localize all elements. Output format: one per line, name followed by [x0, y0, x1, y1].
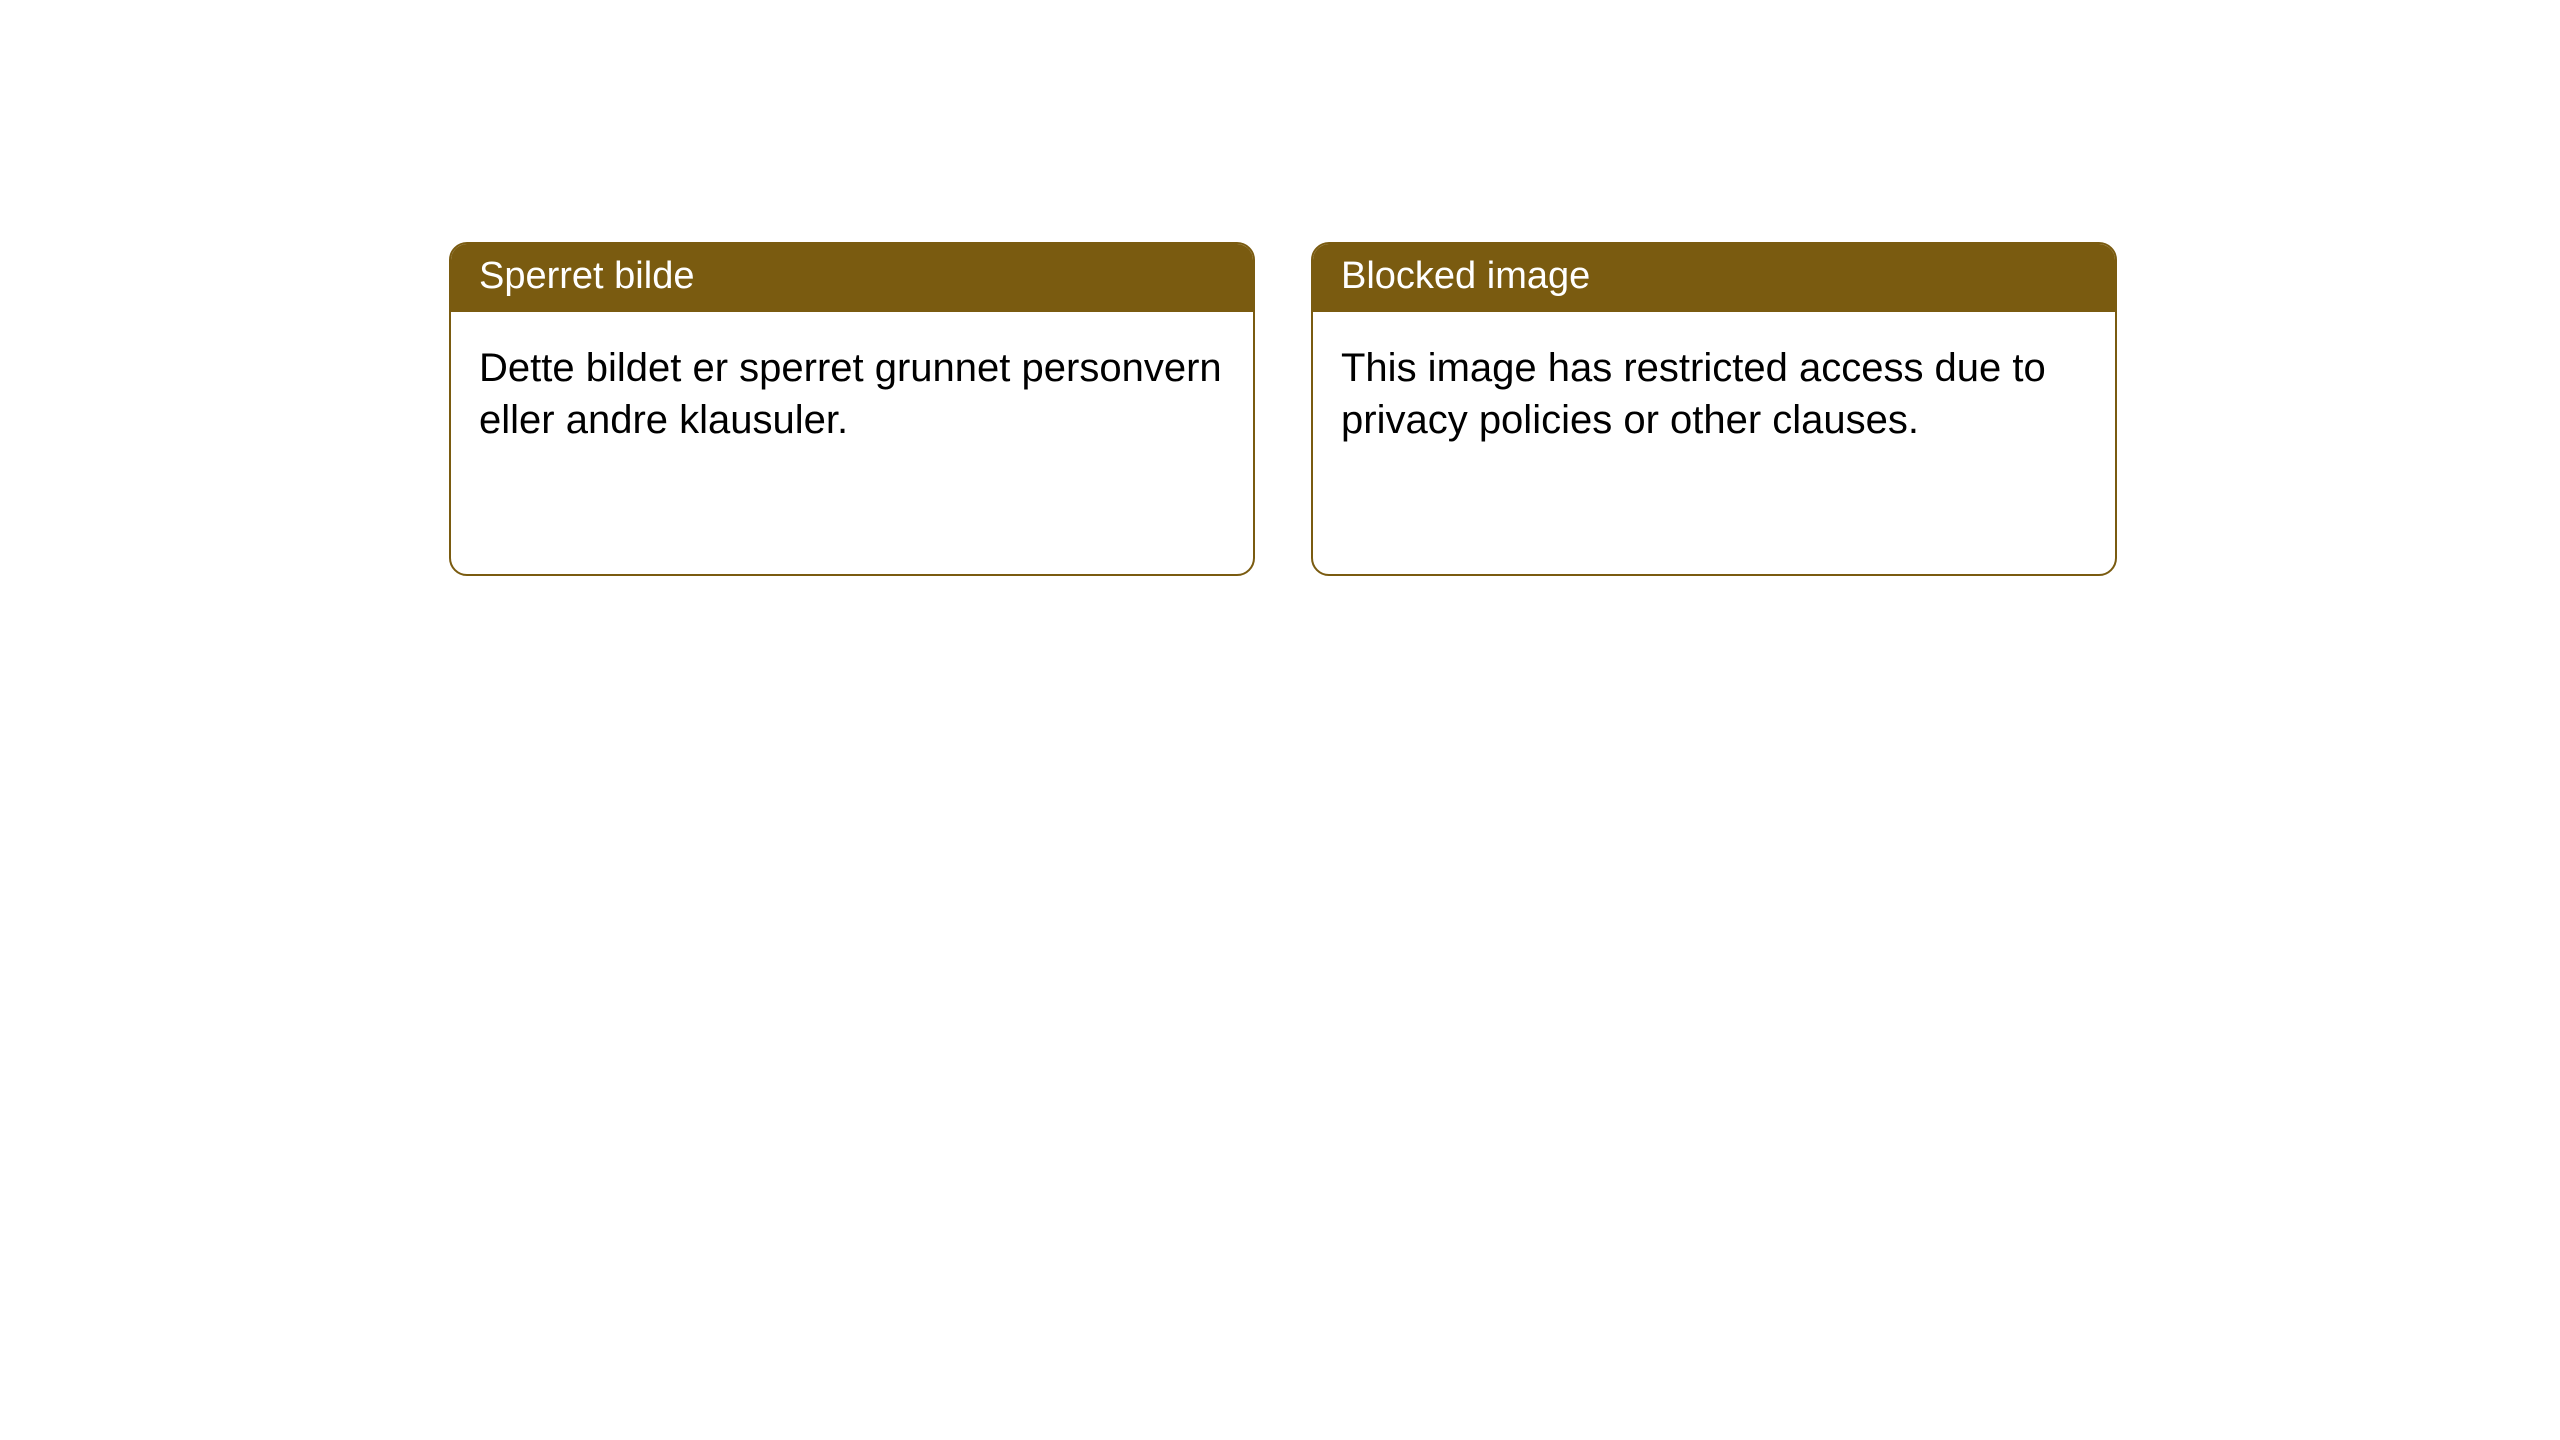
- cards-container: Sperret bilde Dette bildet er sperret gr…: [449, 242, 2117, 576]
- card-body: Dette bildet er sperret grunnet personve…: [451, 312, 1253, 476]
- card-body: This image has restricted access due to …: [1313, 312, 2115, 476]
- notice-card-english: Blocked image This image has restricted …: [1311, 242, 2117, 576]
- notice-card-norwegian: Sperret bilde Dette bildet er sperret gr…: [449, 242, 1255, 576]
- card-header: Blocked image: [1313, 244, 2115, 312]
- card-header: Sperret bilde: [451, 244, 1253, 312]
